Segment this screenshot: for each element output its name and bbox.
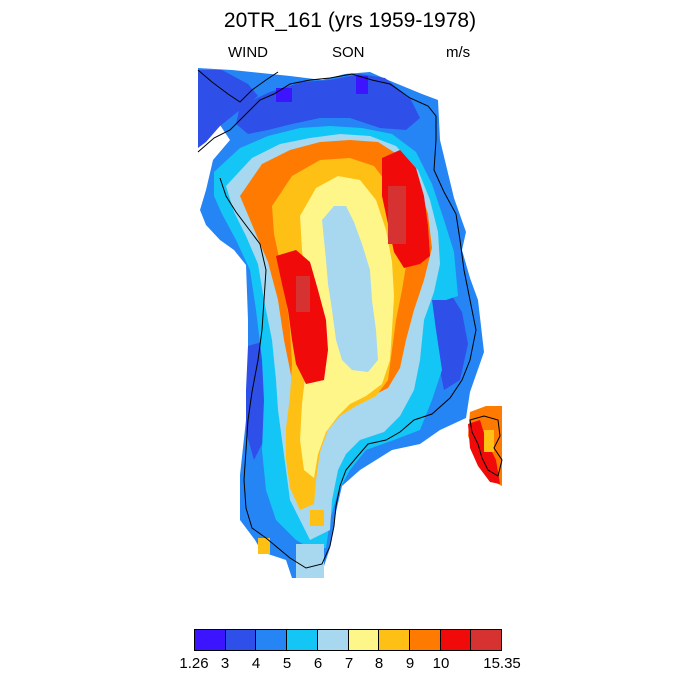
colorbar-bin-7	[379, 630, 410, 650]
colorbar-label-3: 3	[220, 655, 230, 672]
southwest-orange-cell	[258, 538, 270, 554]
colorbar-labels: 1.26 3 4 5 6 7 8 9 10 15.35	[0, 655, 700, 675]
purple-patch-1	[276, 88, 292, 102]
band-dark-blue-northwest	[198, 70, 258, 148]
colorbar-bin-4	[287, 630, 318, 650]
colorbar-bin-1	[195, 630, 226, 650]
colorbar-label-9: 9	[405, 655, 415, 672]
colorbar-label-6: 6	[313, 655, 323, 672]
colorbar-bin-8	[409, 630, 441, 650]
season-label: SON	[332, 44, 365, 61]
band-light-blue-core	[322, 206, 378, 372]
colorbar-label-5: 5	[282, 655, 292, 672]
colorbar-label-7: 7	[344, 655, 354, 672]
colorbar-label-4: 4	[251, 655, 261, 672]
island-core	[484, 430, 494, 452]
colorbar-label-max: 15.35	[483, 655, 521, 672]
colorbar-bin-3	[256, 630, 288, 650]
colorbar-bin-5	[317, 630, 349, 650]
colorbar-bin-6	[348, 630, 380, 650]
colorbar-bin-2	[225, 630, 257, 650]
colorbar-label-10: 10	[432, 655, 450, 672]
purple-patch-2	[356, 76, 368, 94]
max-patch-west	[296, 276, 310, 312]
units-label: m/s	[446, 44, 471, 61]
colorbar-bin-10	[471, 630, 502, 650]
colorbar-label-min: 1.26	[179, 655, 209, 672]
band-red-west	[276, 250, 328, 384]
colorbar-bin-9	[440, 630, 472, 650]
colorbar	[194, 629, 502, 651]
map-title: 20TR_161 (yrs 1959-1978)	[223, 9, 477, 32]
coastline	[197, 69, 503, 569]
variable-label: WIND	[228, 44, 268, 61]
south-tip-gold	[310, 510, 324, 526]
south-tip-cell	[296, 544, 324, 578]
max-patch-east	[388, 186, 406, 244]
colorbar-label-8: 8	[374, 655, 384, 672]
